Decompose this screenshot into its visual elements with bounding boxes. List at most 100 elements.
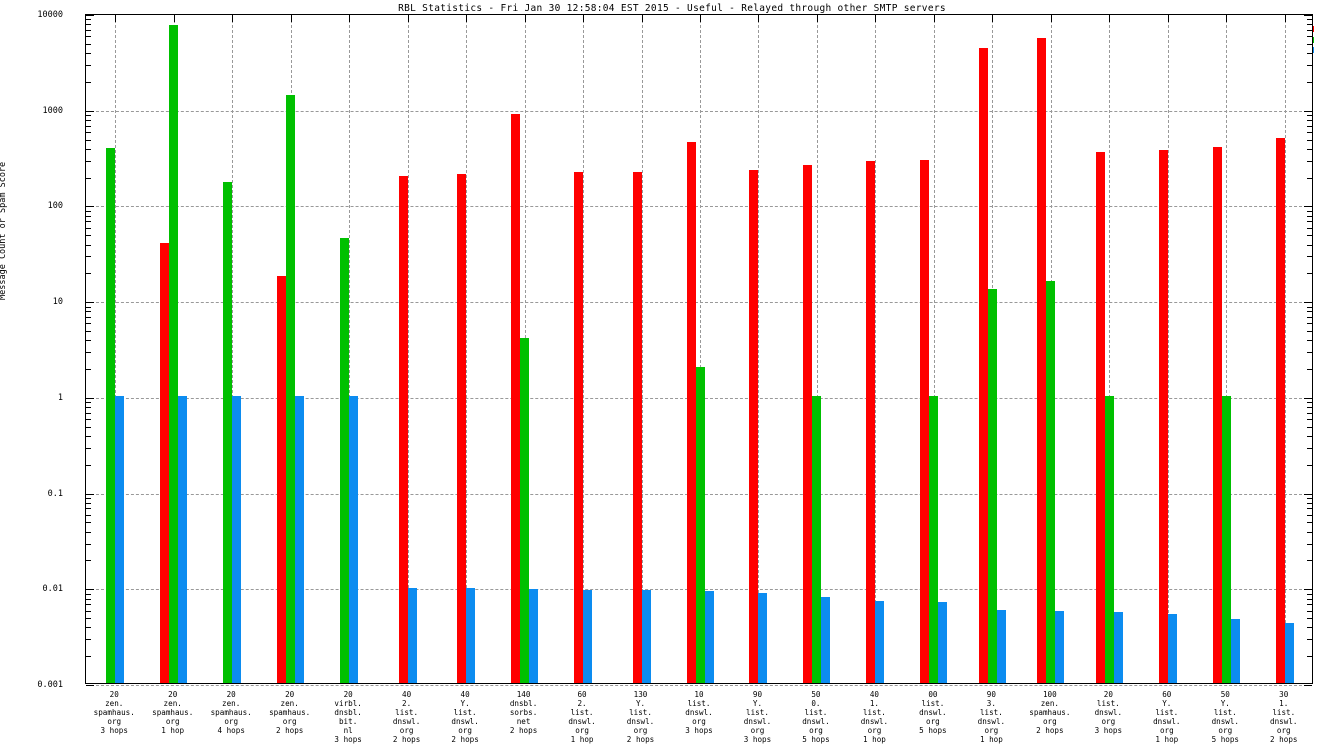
y-tick-minor: [1307, 125, 1312, 127]
x-gridline: [758, 15, 760, 683]
y-tick-minor: [1307, 531, 1312, 533]
bar-score: [349, 395, 359, 683]
bar-score: [115, 395, 125, 683]
y-tick: [86, 589, 94, 591]
y-tick-minor: [1307, 306, 1312, 308]
y-tick-minor: [86, 306, 91, 308]
x-tick: [992, 15, 994, 22]
y-tick-minor: [86, 435, 91, 437]
y-tick-minor: [86, 235, 91, 237]
y-tick-minor: [86, 131, 91, 133]
x-tick: [1284, 15, 1286, 22]
bar-spam: [695, 367, 705, 683]
y-tick: [1304, 110, 1312, 112]
y-tick-minor: [86, 177, 91, 179]
y-tick-minor: [1307, 227, 1312, 229]
x-tick: [700, 15, 701, 22]
bar-score: [641, 589, 651, 683]
x-tick: [1167, 15, 1169, 22]
bar-score: [1113, 612, 1123, 683]
x-gridline: [583, 15, 585, 683]
bar-score: [758, 592, 768, 683]
y-tick-label: 100: [47, 201, 63, 212]
y-tick-minor: [86, 508, 91, 510]
y-tick-minor: [1307, 419, 1312, 421]
bar-spam: [520, 338, 530, 683]
y-tick-minor: [1307, 402, 1312, 404]
y-gridline: [86, 206, 1312, 208]
y-tick-minor: [1307, 604, 1312, 606]
y-gridline: [86, 110, 1312, 112]
x-gridline: [933, 15, 935, 683]
bar-spam: [987, 289, 997, 683]
y-tick-minor: [86, 402, 91, 404]
y-gridline: [86, 302, 1312, 304]
bar-spam: [223, 182, 233, 683]
chart-title: RBL Statistics - Fri Jan 30 12:58:04 EST…: [398, 3, 946, 14]
y-tick-minor: [86, 407, 91, 409]
y-tick-minor: [86, 560, 91, 562]
y-tick-minor: [86, 497, 91, 499]
x-gridline: [232, 15, 234, 683]
y-tick-minor: [1307, 464, 1312, 466]
x-category-label: 10 list. dnswl. org 3 hops: [685, 690, 713, 736]
bar-not-spam: [632, 171, 642, 683]
y-tick-minor: [1307, 215, 1312, 217]
bar-score: [1167, 614, 1177, 683]
x-category-label: 130 Y. list. dnswl. org 2 hops: [626, 690, 655, 745]
y-tick-minor: [1307, 593, 1312, 595]
y-tick-minor: [86, 115, 91, 117]
x-tick: [1109, 15, 1111, 22]
x-category-label: 50 0. list. dnswl. org 5 hops: [802, 690, 830, 745]
x-category-label: 20 zen. spamhaus. org 3 hops: [93, 690, 135, 736]
y-tick: [86, 397, 94, 399]
y-tick-label: 1: [57, 392, 63, 403]
y-tick: [1304, 493, 1312, 495]
x-gridline: [700, 15, 701, 683]
x-tick: [173, 15, 175, 22]
y-tick-minor: [86, 610, 91, 612]
y-tick-minor: [1307, 311, 1312, 313]
x-category-label: 00 list. dnswl. org 5 hops: [919, 690, 947, 736]
x-category-label: 100 zen. spamhaus. org 2 hops: [1029, 690, 1071, 736]
y-tick-label: 10000: [37, 10, 63, 20]
x-tick: [524, 15, 526, 22]
x-gridline: [407, 15, 409, 683]
y-tick: [1304, 206, 1312, 208]
x-tick: [407, 15, 409, 22]
y-tick-minor: [86, 125, 91, 127]
y-tick-minor: [1307, 177, 1312, 179]
x-gridline: [1284, 15, 1286, 683]
x-category-label: 30 1. list. dnswl. org 2 hops: [1270, 690, 1298, 745]
y-tick-label: 0.001: [37, 680, 63, 690]
bar-spam: [1104, 395, 1114, 683]
x-tick: [232, 15, 234, 22]
bar-score: [529, 589, 539, 683]
bar-score: [178, 395, 188, 683]
bar-not-spam: [1158, 150, 1168, 683]
y-tick-minor: [86, 412, 91, 414]
x-category-label: 60 Y. list. dnswl. org 1 hop: [1153, 690, 1181, 745]
bar-not-spam: [866, 160, 876, 683]
y-tick-minor: [86, 352, 91, 354]
y-tick-minor: [86, 369, 91, 371]
bar-spam: [106, 147, 116, 683]
bar-score: [996, 609, 1006, 683]
bar-not-spam: [398, 175, 408, 683]
x-gridline: [1226, 15, 1228, 683]
x-gridline: [816, 15, 818, 683]
y-tick-minor: [1307, 656, 1312, 658]
y-tick-minor: [1307, 29, 1312, 31]
y-tick: [1304, 15, 1312, 16]
y-tick-label: 0.01: [42, 584, 63, 595]
x-gridline: [349, 15, 351, 683]
y-tick-minor: [86, 119, 91, 121]
bar-not-spam: [1095, 151, 1105, 683]
x-tick: [816, 15, 818, 22]
bar-score: [466, 588, 476, 683]
y-tick-minor: [1307, 330, 1312, 332]
y-tick-minor: [1307, 639, 1312, 641]
x-tick: [875, 15, 877, 22]
bar-score: [295, 395, 305, 683]
